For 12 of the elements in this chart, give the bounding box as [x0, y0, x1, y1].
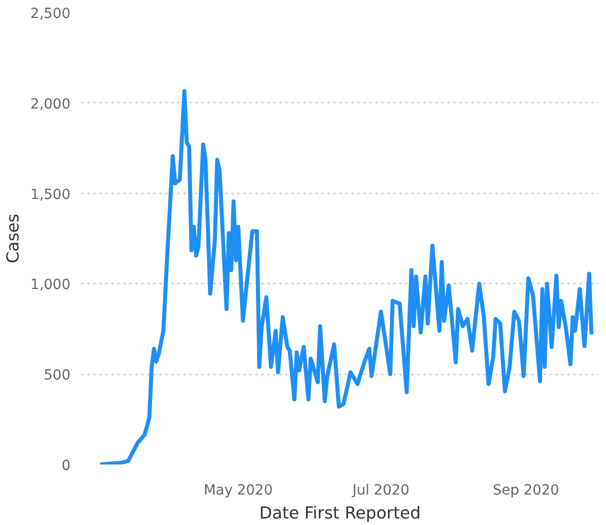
y-tick-label: 1,000: [30, 277, 71, 294]
y-tick-label: 1,500: [30, 186, 71, 203]
y-tick-label: 500: [44, 368, 71, 384]
x-tick-label: Sep 2020: [492, 482, 560, 498]
line-series: [98, 89, 594, 464]
x-axis-title: Date First Reported: [259, 504, 421, 522]
y-tick-label: 0: [62, 458, 71, 474]
x-tick-label: May 2020: [204, 482, 273, 498]
x-tick-label: Jul 2020: [351, 482, 410, 498]
y-tick-label: 2,500: [30, 6, 71, 22]
y-axis-title: Cases: [3, 214, 22, 264]
y-tick-label: 2,000: [30, 96, 71, 112]
